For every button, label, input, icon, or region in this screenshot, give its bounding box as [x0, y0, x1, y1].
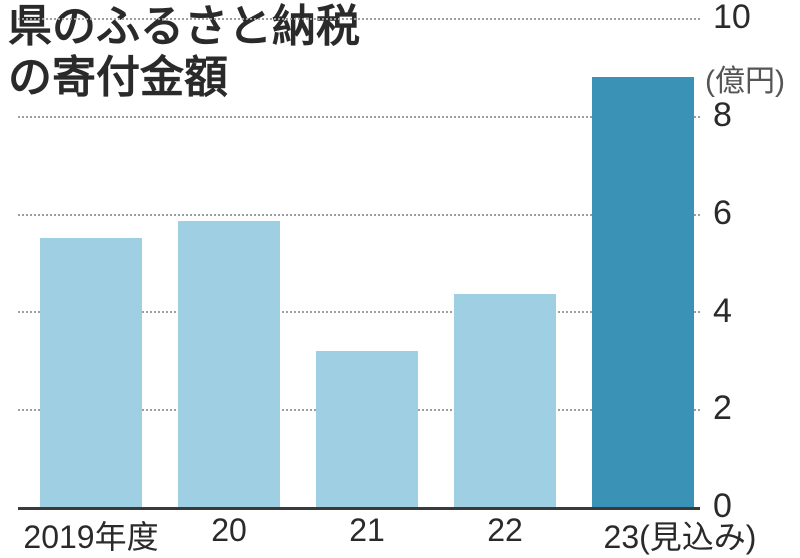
- bar: [40, 238, 142, 507]
- x-axis-baseline: [18, 507, 700, 510]
- bar: [178, 221, 280, 507]
- chart: 県のふるさと納税 の寄付金額 0246810 (億円) 2019年度202122…: [0, 0, 800, 558]
- x-tick-label: 21: [349, 512, 385, 549]
- y-axis-unit: (億円): [705, 56, 785, 100]
- x-tick-label: 23(見込み): [604, 512, 757, 558]
- x-tick-label: 22: [487, 512, 523, 549]
- y-tick-label: 8: [713, 96, 732, 135]
- plot-area: [18, 18, 700, 507]
- y-tick-label: 2: [713, 389, 732, 428]
- bar: [316, 351, 418, 507]
- bars-layer: [18, 18, 700, 507]
- x-tick-label: 2019年度: [23, 512, 158, 558]
- y-tick-label: 6: [713, 194, 732, 233]
- bar: [454, 294, 556, 507]
- x-tick-label: 20: [211, 512, 247, 549]
- y-tick-label: 10: [713, 0, 751, 37]
- y-tick-label: 4: [713, 292, 732, 331]
- bar: [592, 77, 694, 507]
